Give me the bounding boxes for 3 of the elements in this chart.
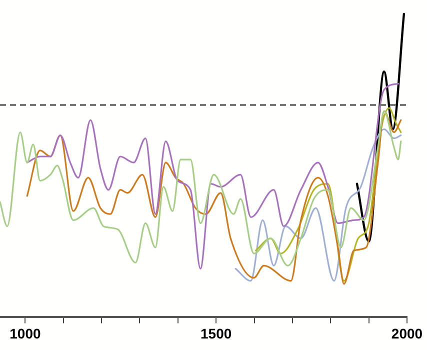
x-tick-label: 1000 [10, 325, 41, 342]
x-tick-label: 1500 [200, 325, 232, 342]
x-tick-label: 2000 [391, 325, 423, 342]
